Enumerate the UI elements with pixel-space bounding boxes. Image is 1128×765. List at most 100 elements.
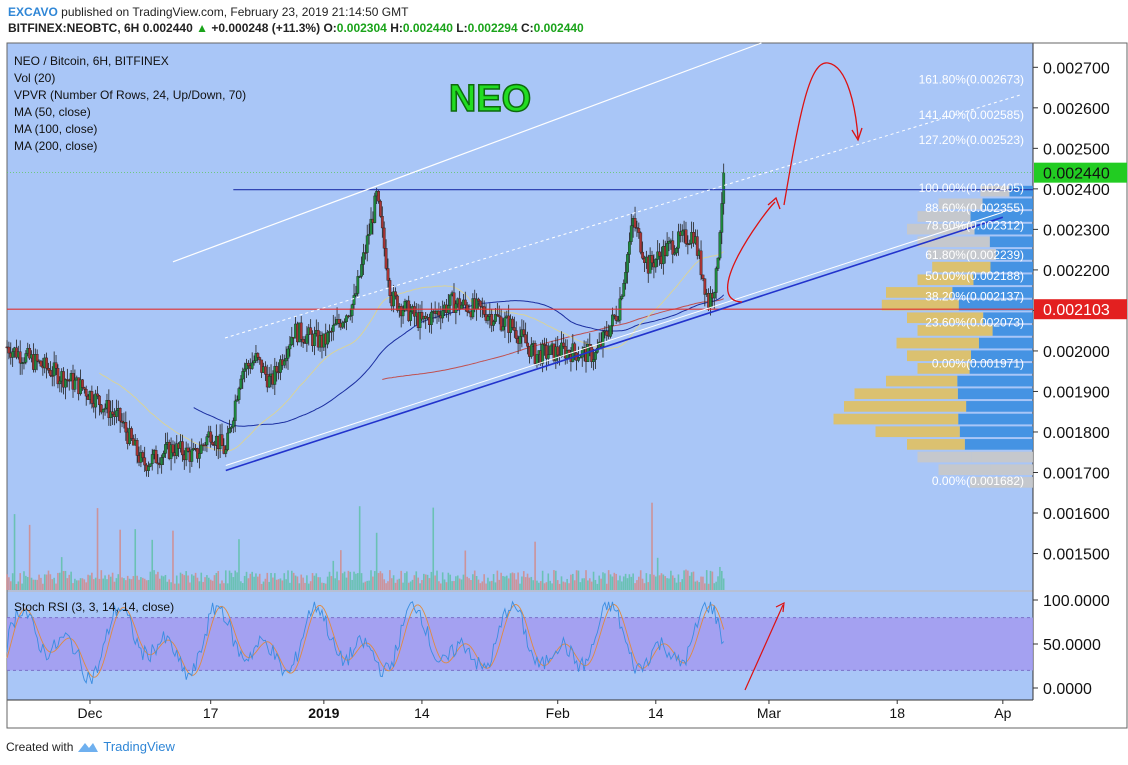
volume-bar xyxy=(108,574,110,590)
volume-bar xyxy=(468,578,470,590)
legend-stoch-rsi[interactable]: Stoch RSI (3, 3, 14, 14, close) xyxy=(14,600,175,614)
stoch-band xyxy=(7,617,1033,671)
volume-bar xyxy=(713,583,716,590)
fib-level-label: 127.20%(0.002523) xyxy=(919,133,1024,147)
volume-bar xyxy=(223,583,225,590)
volume-bar xyxy=(451,581,453,590)
candle-body xyxy=(448,294,452,306)
volume-bar xyxy=(502,576,504,590)
candle-body xyxy=(141,452,145,458)
published-text: published on TradingView.com, February 2… xyxy=(61,5,409,19)
tradingview-brand[interactable]: TradingView xyxy=(103,739,175,754)
candle-body xyxy=(94,393,98,408)
candle-body xyxy=(275,366,279,373)
volume-bar xyxy=(381,573,384,590)
volume-bar xyxy=(555,570,557,590)
volume-bar xyxy=(568,583,570,590)
candle-body xyxy=(103,407,107,410)
volume-bar xyxy=(143,578,146,590)
legend-ma100[interactable]: MA (100, close) xyxy=(14,122,98,136)
candle-body xyxy=(699,250,703,276)
candle-body xyxy=(64,379,67,388)
legend-title[interactable]: NEO / Bitcoin, 6H, BITFINEX xyxy=(14,54,169,68)
volume-bar xyxy=(653,574,655,590)
volume-bar xyxy=(675,582,678,590)
volume-bars xyxy=(6,502,725,590)
vpvr-bar-up xyxy=(1009,185,1033,197)
candle-body xyxy=(135,440,139,456)
volume-bar xyxy=(702,576,704,590)
volume-bar xyxy=(438,581,440,590)
candle-body xyxy=(437,310,441,316)
volume-bar xyxy=(690,572,693,590)
volume-bar xyxy=(402,582,404,590)
volume-bar xyxy=(628,574,631,590)
open-label: O: xyxy=(323,21,337,35)
candle-body xyxy=(114,410,118,417)
legend-vpvr[interactable]: VPVR (Number Of Rows, 24, Up/Down, 70) xyxy=(14,88,247,102)
volume-bar xyxy=(587,580,589,590)
volume-bar xyxy=(238,539,240,590)
volume-bar xyxy=(375,532,378,590)
volume-bar xyxy=(62,570,65,590)
volume-bar xyxy=(664,576,667,590)
candle-body xyxy=(601,331,605,347)
chart-frame xyxy=(6,42,1128,729)
volume-bar xyxy=(109,576,112,590)
volume-bar xyxy=(155,574,157,590)
volume-bar xyxy=(626,578,629,590)
price-axis-bg xyxy=(1033,43,1128,700)
candle-body xyxy=(260,359,264,373)
volume-bar xyxy=(145,580,148,590)
volume-bar xyxy=(360,573,363,590)
volume-bar xyxy=(89,575,91,590)
author-name[interactable]: EXCAVO xyxy=(8,5,58,19)
legend-ma50[interactable]: MA (50, close) xyxy=(14,105,91,119)
candle-body xyxy=(164,444,167,454)
candle-body xyxy=(56,368,60,385)
volume-bar xyxy=(338,580,340,590)
high-label: H: xyxy=(390,21,403,35)
candle-body xyxy=(622,283,626,297)
volume-bar xyxy=(189,582,191,590)
candle-body xyxy=(241,371,245,380)
volume-bar xyxy=(428,578,431,590)
candle-body xyxy=(495,314,499,316)
candle-body xyxy=(73,379,77,390)
candle-body xyxy=(47,368,50,371)
up-arrow-icon: ▲ xyxy=(196,21,208,35)
candle-body xyxy=(401,310,405,317)
candle-body xyxy=(65,379,69,381)
candle-body xyxy=(373,195,377,223)
volume-bar xyxy=(249,573,252,590)
volume-bar xyxy=(545,582,548,590)
candle-body xyxy=(230,426,233,429)
candle-body xyxy=(614,315,618,321)
volume-bar xyxy=(621,581,623,590)
volume-bar xyxy=(679,582,682,590)
legend-vol[interactable]: Vol (20) xyxy=(14,71,56,85)
candle-body xyxy=(667,240,671,244)
volume-bar xyxy=(660,573,663,590)
volume-bar xyxy=(53,577,55,590)
candle-body xyxy=(124,421,128,433)
volume-bar xyxy=(341,573,344,590)
candle-body xyxy=(522,329,526,335)
close-value: 0.002440 xyxy=(533,21,584,35)
candle-body xyxy=(394,291,397,297)
vpvr-bar-down xyxy=(844,401,967,412)
vpvr-bar-down xyxy=(917,211,971,222)
candle-body xyxy=(412,306,416,317)
ma100-line xyxy=(193,294,725,427)
volume-bar xyxy=(274,573,276,590)
legend-ma200[interactable]: MA (200, close) xyxy=(14,139,98,153)
candle-body xyxy=(548,345,552,355)
volume-bar xyxy=(462,574,465,590)
volume-bar xyxy=(123,578,125,590)
volume-bar xyxy=(622,576,625,590)
candle-body xyxy=(492,321,495,326)
volume-bar xyxy=(600,578,602,590)
fib-level-label: 23.60%(0.002073) xyxy=(925,315,1024,329)
volume-bar xyxy=(705,570,708,590)
